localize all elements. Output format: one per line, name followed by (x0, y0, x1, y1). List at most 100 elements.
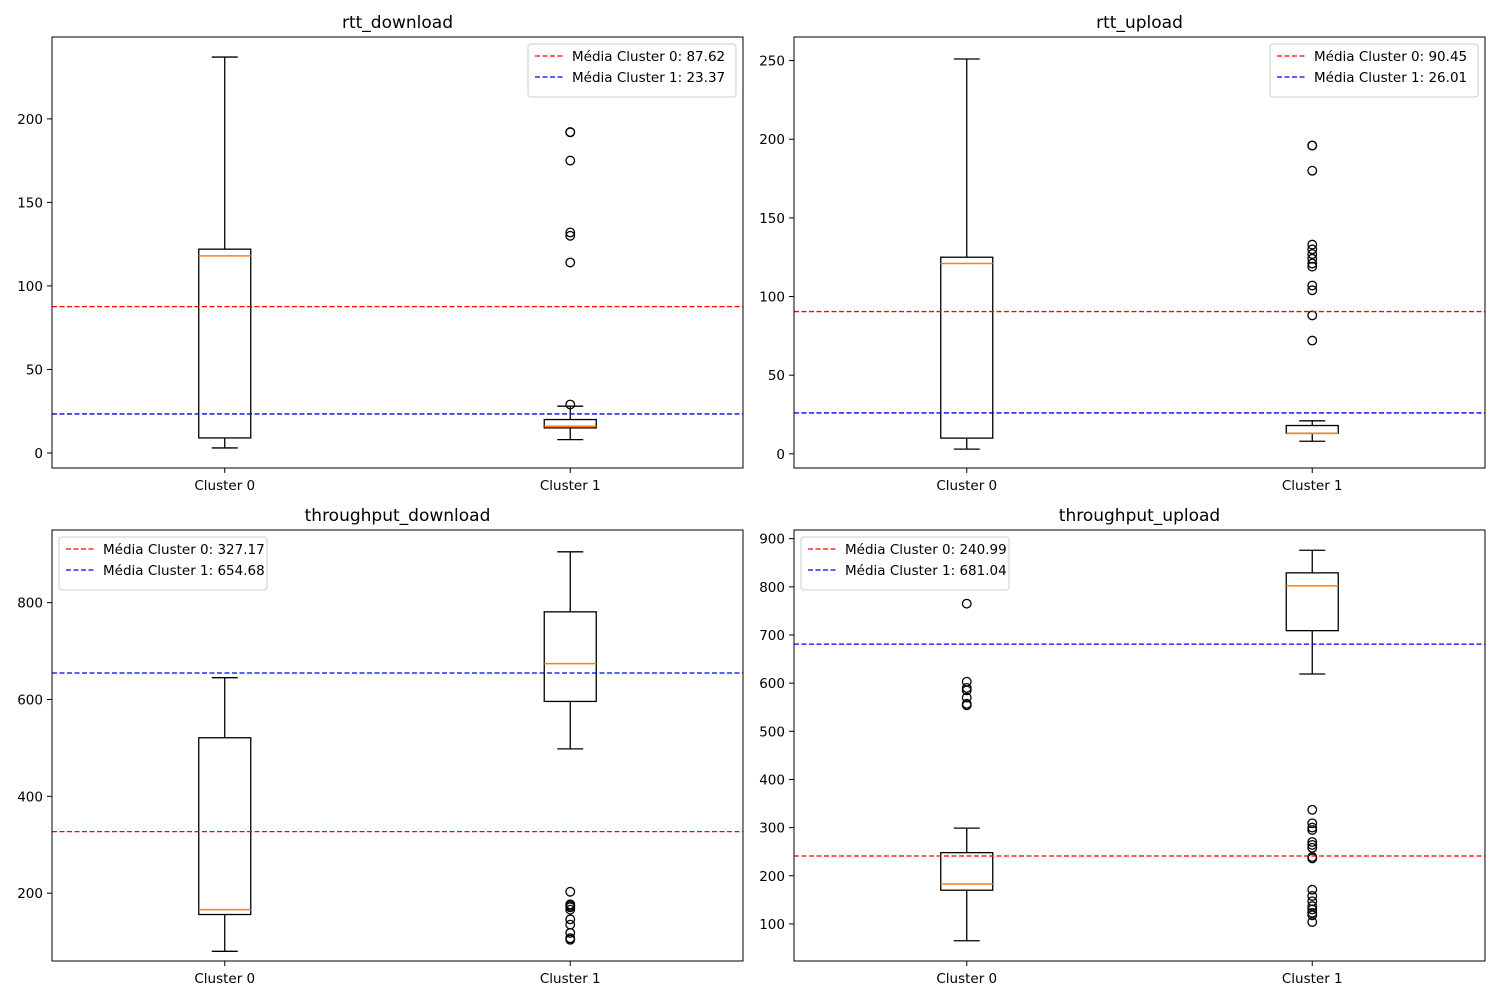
legend-entry: Média Cluster 0: 87.62 (572, 49, 725, 65)
chart-title: throughput_upload (1059, 506, 1220, 526)
x-tick-label: Cluster 0 (194, 478, 255, 494)
y-tick-label: 100 (759, 917, 785, 933)
legend: Média Cluster 0: 327.17 Média Cluster 1: … (58, 536, 268, 591)
outlier-point (1307, 285, 1318, 296)
x-tick-label: Cluster 0 (194, 971, 255, 987)
y-tick-label: 400 (759, 772, 785, 788)
outlier-point (961, 698, 972, 709)
x-tick-label: Cluster 1 (540, 971, 601, 987)
outlier-point (565, 127, 576, 138)
y-tick-label: 150 (759, 211, 785, 227)
outlier-point (1307, 884, 1318, 895)
y-tick-label: 0 (776, 447, 785, 463)
outlier-point (961, 683, 972, 693)
y-tick-label: 800 (17, 596, 43, 612)
y-tick-label: 50 (26, 362, 43, 378)
y-tick-label: 700 (759, 628, 785, 644)
box-iqr (940, 851, 994, 891)
outlier-point (1307, 249, 1318, 260)
y-tick-label: 200 (17, 886, 43, 902)
outlier-point (1307, 165, 1318, 176)
legend-box (800, 536, 1010, 591)
chart-panel-rtt-upload: rtt_upload 0 50 100 150 200 250 Cluster 0 Cluste… (759, 13, 1486, 494)
outlier-point (1307, 901, 1318, 912)
y-tick-label: 0 (34, 446, 43, 462)
chart-panel-throughput-download: throughput_download 200 400 600 800 Cluster 0… (17, 506, 744, 987)
boxplot-cluster-0 (940, 58, 994, 450)
axes-frame (51, 529, 744, 962)
chart-panel-throughput-upload: throughput_upload 100 200 300 400 500 600 700 80… (759, 506, 1486, 987)
outlier-point (1307, 258, 1318, 269)
outlier-point (1307, 804, 1318, 815)
legend: Média Cluster 0: 87.62 Média Cluster 1: 2… (527, 43, 737, 98)
outlier-point (565, 933, 576, 944)
boxplot-cluster-0 (198, 677, 252, 952)
outlier-point (961, 692, 972, 703)
box-iqr (198, 737, 252, 916)
chart-title: throughput_download (305, 506, 491, 526)
x-tick-label: Cluster 1 (1282, 971, 1343, 987)
outlier-point (565, 914, 576, 925)
boxplot-cluster-0 (198, 56, 252, 449)
outlier-point (565, 227, 576, 238)
x-tick-label: Cluster 0 (936, 478, 997, 494)
outlier-point (1307, 335, 1318, 346)
box-iqr (543, 611, 597, 703)
box-iqr (543, 418, 597, 429)
outlier-point (961, 598, 972, 609)
boxplot-cluster-1 (1285, 549, 1339, 927)
y-tick-label: 300 (759, 821, 785, 837)
outlier-point (565, 155, 576, 166)
chart-title: rtt_download (342, 13, 453, 33)
y-tick-label: 900 (759, 532, 785, 548)
outlier-point (1307, 253, 1318, 264)
outlier-point (565, 257, 576, 268)
legend-box (527, 43, 737, 98)
outlier-point (1307, 239, 1318, 250)
legend: Média Cluster 0: 90.45 Média Cluster 1: 2… (1269, 43, 1479, 98)
outlier-point (1307, 896, 1318, 907)
outlier-point (1307, 818, 1318, 829)
outlier-point (961, 676, 972, 687)
outlier-point (1307, 891, 1318, 901)
boxplot-cluster-0 (940, 598, 994, 942)
legend-entry: Média Cluster 0: 90.45 (1314, 49, 1467, 65)
y-tick-label: 500 (759, 724, 785, 740)
y-tick-label: 250 (759, 54, 785, 70)
outlier-point (1307, 261, 1318, 272)
box-iqr (1285, 572, 1339, 632)
y-tick-label: 200 (759, 132, 785, 148)
outlier-point (1307, 842, 1318, 853)
boxplot-cluster-1 (1285, 140, 1339, 442)
outlier-point (565, 399, 576, 410)
y-tick-label: 800 (759, 580, 785, 596)
chart-title: rtt_upload (1096, 13, 1183, 33)
y-tick-label: 50 (768, 368, 785, 384)
outlier-point (1307, 839, 1318, 850)
box-iqr (198, 248, 252, 439)
y-tick-label: 400 (17, 789, 43, 805)
box-iqr (1285, 424, 1339, 435)
axes-frame (793, 36, 1486, 469)
legend-entry: Média Cluster 1: 654.68 (103, 563, 265, 579)
outlier-point (565, 230, 576, 241)
outlier-point (1307, 907, 1318, 918)
x-tick-label: Cluster 1 (540, 478, 601, 494)
x-tick-label: Cluster 0 (936, 971, 997, 987)
outlier-point (1307, 244, 1318, 255)
axes-frame (51, 36, 744, 469)
outlier-point (1307, 280, 1318, 291)
boxplot-cluster-1 (543, 551, 597, 945)
y-tick-label: 200 (759, 869, 785, 885)
boxplot-cluster-1 (543, 127, 597, 441)
legend-entry: Média Cluster 1: 23.37 (572, 70, 725, 86)
legend-box (58, 536, 268, 591)
legend-entry: Média Cluster 0: 240.99 (845, 542, 1007, 558)
y-tick-label: 200 (17, 112, 43, 128)
outlier-point (1307, 837, 1318, 848)
y-tick-label: 100 (17, 279, 43, 295)
y-tick-label: 150 (17, 195, 43, 211)
legend-box (1269, 43, 1479, 98)
outlier-point (1307, 140, 1318, 151)
